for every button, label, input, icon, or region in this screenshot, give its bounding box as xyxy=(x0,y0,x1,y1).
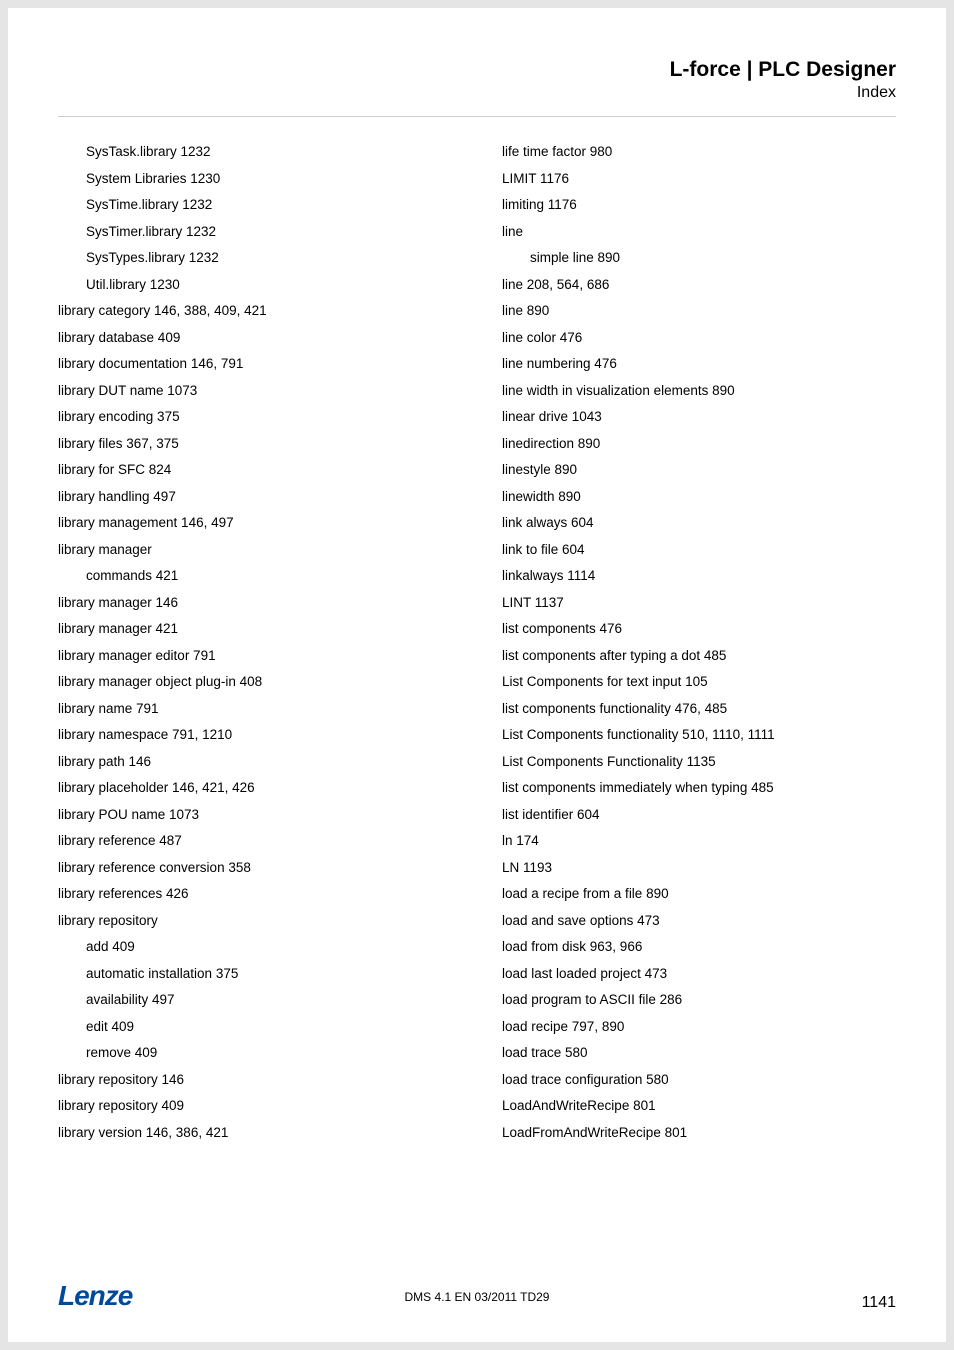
index-entry: edit 409 xyxy=(58,1020,452,1034)
index-entry: line color 476 xyxy=(502,331,896,345)
index-entry: List Components Functionality 1135 xyxy=(502,755,896,769)
index-entry: list components immediately when typing … xyxy=(502,781,896,795)
index-entry: library handling 497 xyxy=(58,490,452,504)
index-entry: load last loaded project 473 xyxy=(502,967,896,981)
index-entry: linestyle 890 xyxy=(502,463,896,477)
brand-logo: Lenze xyxy=(58,1280,132,1312)
index-entry: load and save options 473 xyxy=(502,914,896,928)
index-entry: library files 367, 375 xyxy=(58,437,452,451)
index-entry: ln 174 xyxy=(502,834,896,848)
footer-center-text: DMS 4.1 EN 03/2011 TD29 xyxy=(405,1290,550,1304)
index-entry: library category 146, 388, 409, 421 xyxy=(58,304,452,318)
index-entry: library references 426 xyxy=(58,887,452,901)
index-entry: list components 476 xyxy=(502,622,896,636)
index-entry: list components after typing a dot 485 xyxy=(502,649,896,663)
header-divider xyxy=(58,116,896,117)
index-entry: load from disk 963, 966 xyxy=(502,940,896,954)
index-entry: life time factor 980 xyxy=(502,145,896,159)
index-entry: automatic installation 375 xyxy=(58,967,452,981)
index-entry: line 208, 564, 686 xyxy=(502,278,896,292)
header: L-force | PLC Designer Index xyxy=(58,58,896,102)
index-entry: remove 409 xyxy=(58,1046,452,1060)
header-title: L-force | PLC Designer xyxy=(58,58,896,82)
right-column: life time factor 980 LIMIT 1176 limiting 1… xyxy=(502,145,896,1250)
index-entry: library repository 409 xyxy=(58,1099,452,1113)
index-entry: library path 146 xyxy=(58,755,452,769)
index-entry: library repository xyxy=(58,914,452,928)
index-entry: library version 146, 386, 421 xyxy=(58,1126,452,1140)
index-entry: LINT 1137 xyxy=(502,596,896,610)
index-entry: library for SFC 824 xyxy=(58,463,452,477)
index-entry: library manager 146 xyxy=(58,596,452,610)
index-entry: SysTypes.library 1232 xyxy=(58,251,452,265)
footer: Lenze DMS 4.1 EN 03/2011 TD29 1141 xyxy=(58,1250,896,1312)
index-entry: library reference conversion 358 xyxy=(58,861,452,875)
index-entry: list identifier 604 xyxy=(502,808,896,822)
index-entry: library manager editor 791 xyxy=(58,649,452,663)
index-entry: library namespace 791, 1210 xyxy=(58,728,452,742)
index-entry: library name 791 xyxy=(58,702,452,716)
index-entry: LN 1193 xyxy=(502,861,896,875)
index-entry: add 409 xyxy=(58,940,452,954)
index-entry: library DUT name 1073 xyxy=(58,384,452,398)
page-number: 1141 xyxy=(862,1294,896,1312)
index-entry: System Libraries 1230 xyxy=(58,172,452,186)
index-entry: line 890 xyxy=(502,304,896,318)
index-entry: linedirection 890 xyxy=(502,437,896,451)
index-entry: library POU name 1073 xyxy=(58,808,452,822)
index-entry: SysTask.library 1232 xyxy=(58,145,452,159)
index-entry: List Components functionality 510, 1110,… xyxy=(502,728,896,742)
content: SysTask.library 1232 System Libraries 123… xyxy=(58,145,896,1250)
index-entry: link always 604 xyxy=(502,516,896,530)
index-entry: limiting 1176 xyxy=(502,198,896,212)
index-entry: load program to ASCII file 286 xyxy=(502,993,896,1007)
page: L-force | PLC Designer Index SysTask.lib… xyxy=(8,8,946,1342)
index-entry: SysTimer.library 1232 xyxy=(58,225,452,239)
index-entry: library manager object plug-in 408 xyxy=(58,675,452,689)
index-entry: LoadAndWriteRecipe 801 xyxy=(502,1099,896,1113)
index-entry: commands 421 xyxy=(58,569,452,583)
index-entry: library encoding 375 xyxy=(58,410,452,424)
index-entry: Util.library 1230 xyxy=(58,278,452,292)
index-entry: library manager 421 xyxy=(58,622,452,636)
index-entry: load trace 580 xyxy=(502,1046,896,1060)
index-entry: load recipe 797, 890 xyxy=(502,1020,896,1034)
index-entry: linear drive 1043 xyxy=(502,410,896,424)
header-subtitle: Index xyxy=(58,84,896,102)
index-entry: LIMIT 1176 xyxy=(502,172,896,186)
index-entry: line xyxy=(502,225,896,239)
index-entry: load a recipe from a file 890 xyxy=(502,887,896,901)
index-entry: linkalways 1114 xyxy=(502,569,896,583)
index-entry: library manager xyxy=(58,543,452,557)
index-entry: library repository 146 xyxy=(58,1073,452,1087)
index-entry: library management 146, 497 xyxy=(58,516,452,530)
index-entry: library database 409 xyxy=(58,331,452,345)
index-entry: library documentation 146, 791 xyxy=(58,357,452,371)
index-entry: SysTime.library 1232 xyxy=(58,198,452,212)
index-entry: line width in visualization elements 890 xyxy=(502,384,896,398)
index-entry: availability 497 xyxy=(58,993,452,1007)
index-entry: link to file 604 xyxy=(502,543,896,557)
index-entry: simple line 890 xyxy=(502,251,896,265)
index-entry: LoadFromAndWriteRecipe 801 xyxy=(502,1126,896,1140)
index-entry: library reference 487 xyxy=(58,834,452,848)
index-entry: list components functionality 476, 485 xyxy=(502,702,896,716)
index-entry: load trace configuration 580 xyxy=(502,1073,896,1087)
index-entry: library placeholder 146, 421, 426 xyxy=(58,781,452,795)
index-entry: List Components for text input 105 xyxy=(502,675,896,689)
index-entry: line numbering 476 xyxy=(502,357,896,371)
index-entry: linewidth 890 xyxy=(502,490,896,504)
left-column: SysTask.library 1232 System Libraries 123… xyxy=(58,145,452,1250)
